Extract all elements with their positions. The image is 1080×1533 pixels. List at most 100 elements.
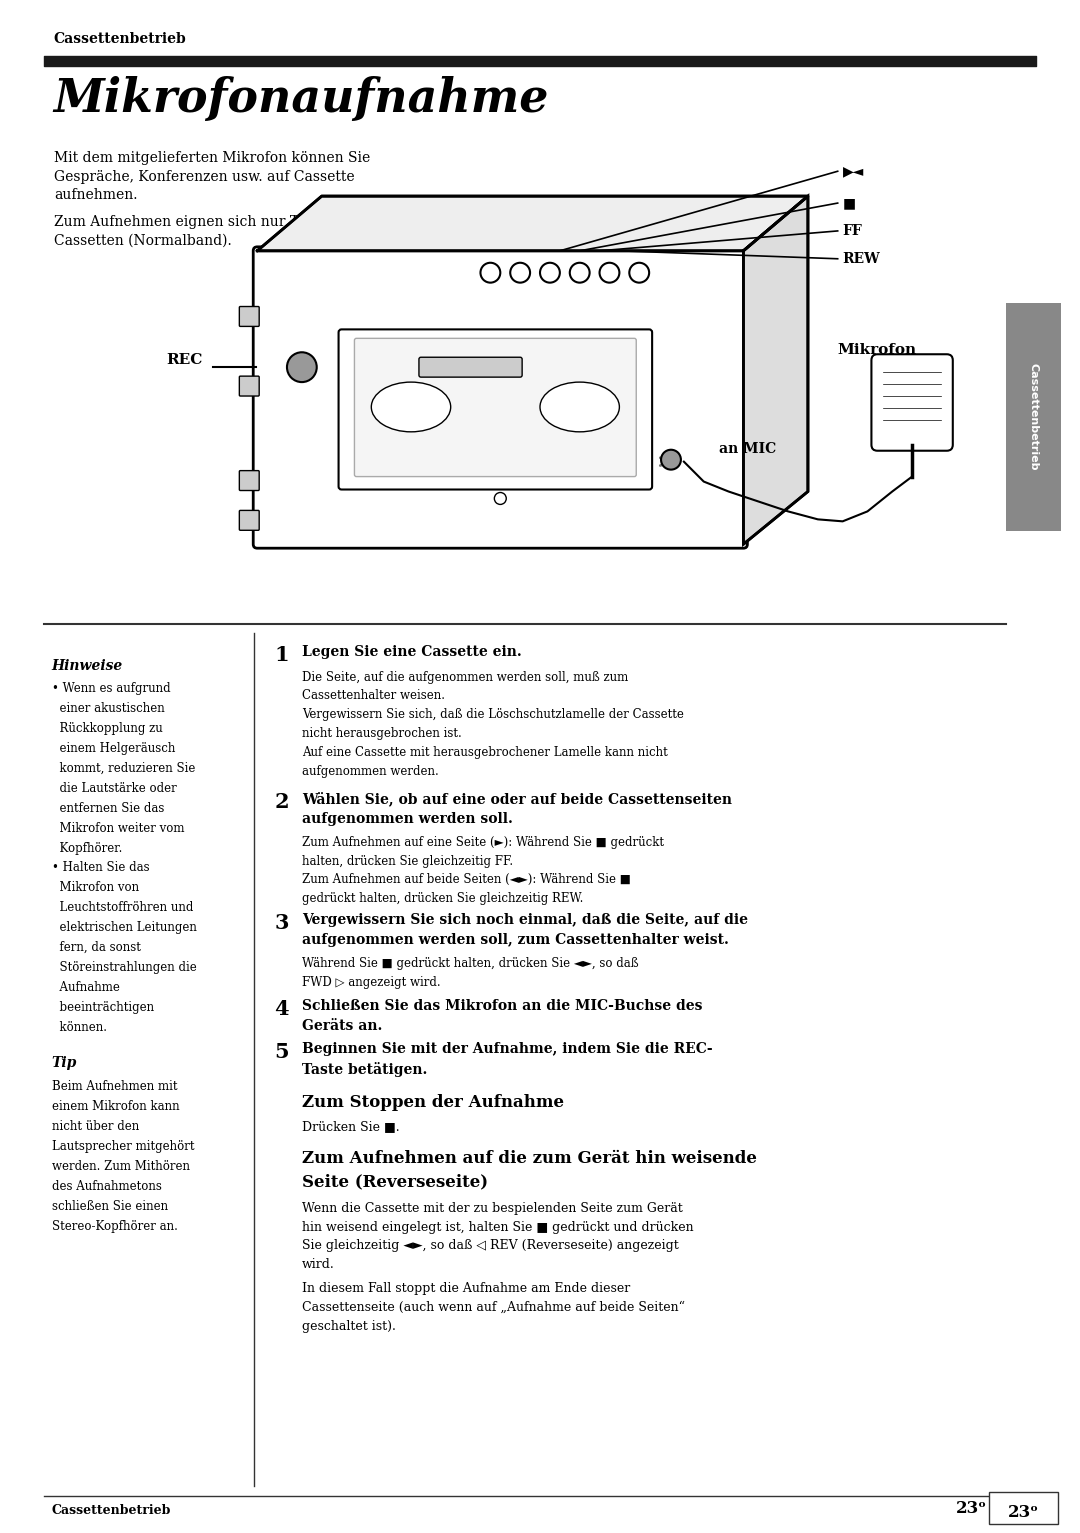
Text: FWD ▷ angezeigt wird.: FWD ▷ angezeigt wird.	[301, 977, 441, 989]
FancyBboxPatch shape	[1007, 302, 1061, 532]
Text: Wenn die Cassette mit der zu bespielenden Seite zum Gerät: Wenn die Cassette mit der zu bespielende…	[301, 1202, 683, 1214]
Text: wird.: wird.	[301, 1259, 335, 1271]
FancyBboxPatch shape	[872, 354, 953, 451]
Text: kommt, reduzieren Sie: kommt, reduzieren Sie	[52, 762, 195, 776]
Text: Stereo-Kopfhörer an.: Stereo-Kopfhörer an.	[52, 1220, 178, 1233]
Text: die Lautstärke oder: die Lautstärke oder	[52, 782, 176, 796]
Text: Während Sie ■ gedrückt halten, drücken Sie ◄►, so daß: Während Sie ■ gedrückt halten, drücken S…	[301, 957, 638, 970]
Text: ▶◄: ▶◄	[842, 164, 864, 178]
Text: Legen Sie eine Cassette ein.: Legen Sie eine Cassette ein.	[301, 645, 522, 659]
Text: • Wenn es aufgrund: • Wenn es aufgrund	[52, 682, 171, 696]
Text: gedrückt halten, drücken Sie gleichzeitig REW.: gedrückt halten, drücken Sie gleichzeiti…	[301, 892, 583, 906]
Text: entfernen Sie das: entfernen Sie das	[52, 802, 164, 816]
Text: des Aufnahmetons: des Aufnahmetons	[52, 1180, 162, 1193]
Text: werden. Zum Mithören: werden. Zum Mithören	[52, 1160, 190, 1173]
Text: aufgenommen werden soll, zum Cassettenhalter weist.: aufgenommen werden soll, zum Cassettenha…	[301, 934, 729, 947]
Polygon shape	[743, 196, 808, 544]
Text: Die Seite, auf die aufgenommen werden soll, muß zum: Die Seite, auf die aufgenommen werden so…	[301, 670, 629, 684]
Text: Vergewissern Sie sich noch einmal, daß die Seite, auf die: Vergewissern Sie sich noch einmal, daß d…	[301, 914, 747, 927]
Text: einem Helgeräusch: einem Helgeräusch	[52, 742, 175, 756]
Circle shape	[661, 449, 680, 469]
Ellipse shape	[372, 382, 450, 432]
Text: Geräts an.: Geräts an.	[301, 1018, 382, 1033]
FancyBboxPatch shape	[988, 1492, 1058, 1524]
Text: Aufnahme: Aufnahme	[52, 981, 120, 993]
Text: Vergewissern Sie sich, daß die Löschschutzlamelle der Cassette: Vergewissern Sie sich, daß die Löschschu…	[301, 708, 684, 722]
FancyBboxPatch shape	[419, 357, 522, 377]
Text: Zum Aufnehmen auf die zum Gerät hin weisende: Zum Aufnehmen auf die zum Gerät hin weis…	[301, 1150, 757, 1167]
Text: Mikrofon weiter vom: Mikrofon weiter vom	[52, 822, 185, 834]
Text: aufgenommen werden.: aufgenommen werden.	[301, 765, 438, 779]
Text: ■: ■	[842, 196, 855, 210]
Text: Zum Aufnehmen auf beide Seiten (◄►): Während Sie ■: Zum Aufnehmen auf beide Seiten (◄►): Wäh…	[301, 874, 631, 886]
Text: FF: FF	[842, 224, 863, 238]
Text: an MIC: an MIC	[718, 442, 775, 455]
Text: aufgenommen werden soll.: aufgenommen werden soll.	[301, 812, 513, 826]
FancyBboxPatch shape	[240, 307, 259, 327]
Text: Beginnen Sie mit der Aufnahme, indem Sie die REC-: Beginnen Sie mit der Aufnahme, indem Sie…	[301, 1042, 713, 1056]
Ellipse shape	[540, 382, 620, 432]
Text: Cassettenseite (auch wenn auf „Aufnahme auf beide Seiten“: Cassettenseite (auch wenn auf „Aufnahme …	[301, 1302, 685, 1314]
Circle shape	[495, 492, 507, 504]
Text: 2: 2	[274, 793, 288, 812]
Text: Mikrofon: Mikrofon	[838, 343, 917, 357]
Circle shape	[287, 353, 316, 382]
Text: elektrischen Leitungen: elektrischen Leitungen	[52, 921, 197, 934]
Text: Beim Aufnehmen mit: Beim Aufnehmen mit	[52, 1081, 177, 1093]
Text: Zum Stoppen der Aufnahme: Zum Stoppen der Aufnahme	[301, 1095, 564, 1111]
Text: Seite (Reverseseite): Seite (Reverseseite)	[301, 1174, 488, 1191]
Text: Kopfhörer.: Kopfhörer.	[52, 842, 122, 854]
Text: Cassettenbetrieb: Cassettenbetrieb	[1028, 363, 1038, 471]
FancyBboxPatch shape	[253, 247, 747, 549]
Text: Hinweise: Hinweise	[52, 659, 123, 673]
Text: Leuchtstoffröhren und: Leuchtstoffröhren und	[52, 901, 193, 914]
Text: hin weisend eingelegt ist, halten Sie ■ gedrückt und drücken: hin weisend eingelegt ist, halten Sie ■ …	[301, 1220, 693, 1234]
Text: Lautsprecher mitgehört: Lautsprecher mitgehört	[52, 1141, 194, 1153]
Text: Mikrofonaufnahme: Mikrofonaufnahme	[54, 75, 550, 121]
Text: schließen Sie einen: schließen Sie einen	[52, 1200, 167, 1213]
Circle shape	[570, 262, 590, 282]
Text: beeinträchtigen: beeinträchtigen	[52, 1001, 154, 1013]
Circle shape	[540, 262, 559, 282]
Text: REW: REW	[842, 251, 880, 265]
Text: Zum Aufnehmen eignen sich nur TYPE I-
Cassetten (Normalband).: Zum Aufnehmen eignen sich nur TYPE I- Ca…	[54, 215, 342, 247]
Text: Rückkopplung zu: Rückkopplung zu	[52, 722, 163, 736]
Text: REC: REC	[166, 353, 203, 368]
Circle shape	[630, 262, 649, 282]
Text: Mikrofon von: Mikrofon von	[52, 881, 139, 894]
Text: Wählen Sie, ob auf eine oder auf beide Cassettenseiten: Wählen Sie, ob auf eine oder auf beide C…	[301, 793, 732, 806]
FancyBboxPatch shape	[354, 339, 636, 477]
Text: Störeinstrahlungen die: Störeinstrahlungen die	[52, 961, 197, 973]
FancyBboxPatch shape	[240, 510, 259, 530]
Text: einer akustischen: einer akustischen	[52, 702, 164, 716]
Text: 5: 5	[274, 1042, 288, 1062]
Text: • Halten Sie das: • Halten Sie das	[52, 862, 149, 874]
Text: 3: 3	[274, 914, 288, 934]
Text: Cassettenbetrieb: Cassettenbetrieb	[54, 32, 187, 46]
Text: geschaltet ist).: geschaltet ist).	[301, 1320, 395, 1334]
Text: Cassettenhalter weisen.: Cassettenhalter weisen.	[301, 690, 445, 702]
Text: 23ᵒ: 23ᵒ	[956, 1499, 986, 1518]
Text: einem Mikrofon kann: einem Mikrofon kann	[52, 1101, 179, 1113]
Circle shape	[510, 262, 530, 282]
Polygon shape	[257, 196, 808, 251]
Text: Cassettenbetrieb: Cassettenbetrieb	[52, 1504, 171, 1518]
Text: Taste betätigen.: Taste betätigen.	[301, 1062, 428, 1078]
Text: fern, da sonst: fern, da sonst	[52, 941, 140, 954]
FancyBboxPatch shape	[338, 330, 652, 489]
Text: Tip: Tip	[52, 1056, 77, 1070]
Text: 23ᵒ: 23ᵒ	[1008, 1504, 1039, 1521]
Circle shape	[599, 262, 620, 282]
Text: Zum Aufnehmen auf eine Seite (►): Während Sie ■ gedrückt: Zum Aufnehmen auf eine Seite (►): Währen…	[301, 835, 664, 849]
Text: In diesem Fall stoppt die Aufnahme am Ende dieser: In diesem Fall stoppt die Aufnahme am En…	[301, 1282, 630, 1295]
FancyBboxPatch shape	[240, 471, 259, 491]
Text: Mit dem mitgelieferten Mikrofon können Sie
Gespräche, Konferenzen usw. auf Casse: Mit dem mitgelieferten Mikrofon können S…	[54, 152, 370, 202]
Text: können.: können.	[52, 1021, 107, 1033]
Text: halten, drücken Sie gleichzeitig FF.: halten, drücken Sie gleichzeitig FF.	[301, 854, 513, 868]
Text: 4: 4	[274, 998, 288, 1019]
Text: 1: 1	[274, 645, 288, 665]
Text: nicht über den: nicht über den	[52, 1121, 139, 1133]
Text: Auf eine Cassette mit herausgebrochener Lamelle kann nicht: Auf eine Cassette mit herausgebrochener …	[301, 747, 667, 759]
Text: Drücken Sie ■.: Drücken Sie ■.	[301, 1121, 400, 1133]
FancyBboxPatch shape	[240, 376, 259, 396]
